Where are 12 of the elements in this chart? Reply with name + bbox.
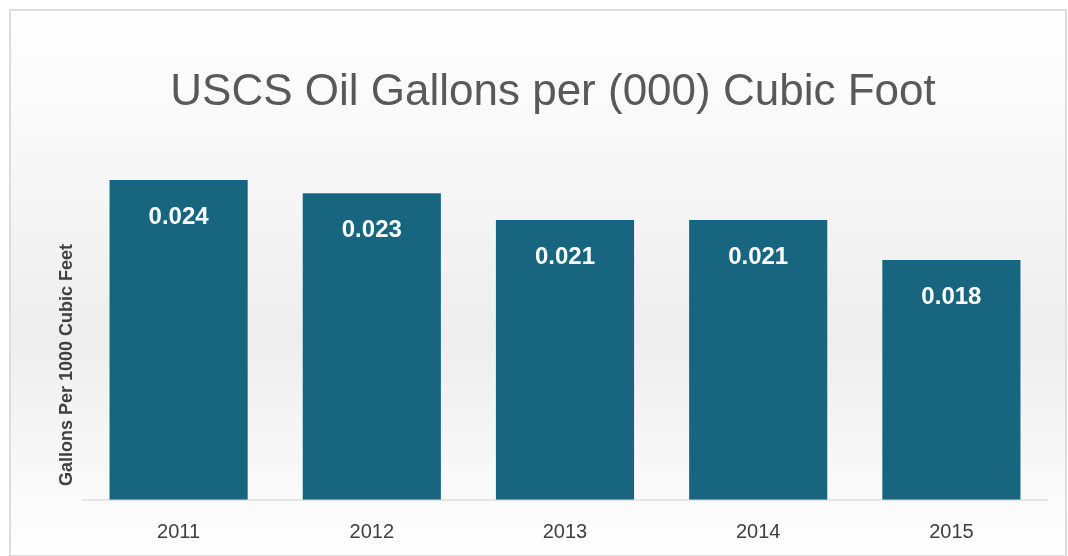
chart-title: USCS Oil Gallons per (000) Cubic Foot: [170, 65, 936, 114]
data-label: 0.023: [341, 215, 402, 243]
data-label: 0.018: [921, 282, 982, 309]
x-tick-label: 2015: [929, 520, 974, 542]
x-tick-label: 2013: [542, 520, 588, 542]
x-tick-label: 2011: [157, 520, 201, 542]
data-label: 0.021: [728, 242, 789, 269]
data-label: 0.021: [534, 242, 596, 269]
data-label: 0.024: [148, 202, 210, 229]
x-tick-label: 2012: [349, 520, 395, 542]
x-tick-label: 2014: [735, 520, 781, 542]
y-axis-title: Gallons Per 1000 Cubic Feet: [56, 243, 76, 487]
